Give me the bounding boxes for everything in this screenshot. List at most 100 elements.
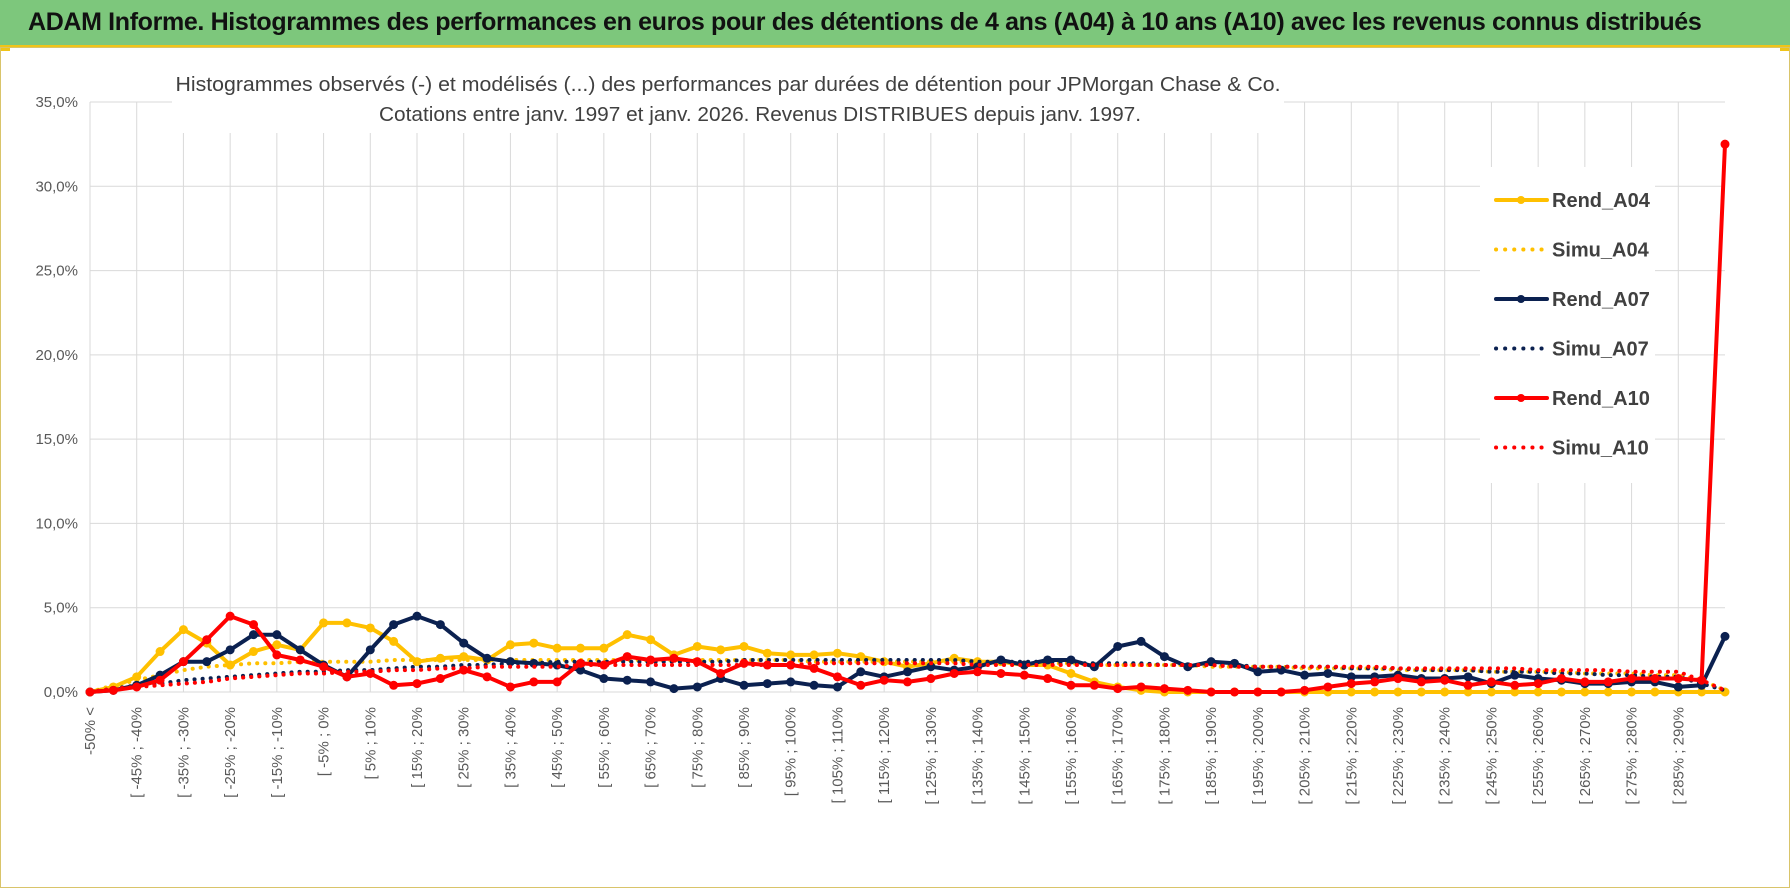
data-point [622, 675, 632, 685]
x-tick-label: [ 165% ; 170% [1110, 707, 1127, 805]
report-header-bar: ADAM Informe. Histogrammes des performan… [0, 0, 1790, 47]
x-tick-label: [ 175% ; 180% [1156, 707, 1173, 805]
data-point [342, 618, 352, 628]
data-point [1370, 677, 1380, 687]
data-point [155, 675, 165, 685]
data-point [646, 635, 656, 645]
x-tick-label: [ 285% ; 290% [1670, 707, 1687, 805]
data-point [903, 667, 912, 677]
corner-accent-left [0, 47, 10, 51]
data-point [1627, 674, 1637, 684]
data-point [739, 641, 749, 651]
data-point [1089, 680, 1099, 690]
legend-label: Simu_A07 [1552, 339, 1649, 361]
data-point [599, 643, 609, 653]
x-tick-label: [ 15% ; 20% [409, 707, 426, 788]
data-point [482, 653, 492, 663]
data-point [295, 645, 305, 655]
data-point [1580, 687, 1590, 697]
data-point [1463, 680, 1473, 690]
data-point [1416, 677, 1426, 687]
data-point [1136, 636, 1146, 646]
data-point [1276, 687, 1286, 697]
data-point [903, 677, 912, 687]
data-point [646, 677, 656, 687]
data-point [716, 645, 726, 655]
y-tick-label: 10,0% [35, 515, 78, 532]
data-point [1346, 679, 1356, 689]
plot-area [85, 139, 1730, 697]
data-point [646, 655, 656, 665]
data-point [1486, 677, 1496, 687]
legend-marker [1517, 196, 1525, 204]
x-tick-label: [ -25% ; -20% [222, 707, 239, 798]
data-point [1113, 684, 1123, 694]
y-tick-label: 25,0% [35, 263, 78, 280]
data-point [1253, 667, 1263, 677]
data-point [762, 648, 772, 658]
report-title: ADAM Informe. Histogrammes des performan… [28, 8, 1702, 36]
legend-label: Rend_A10 [1552, 388, 1650, 410]
x-tick-label: [ 65% ; 70% [643, 707, 660, 788]
data-point [879, 675, 889, 685]
data-point [202, 635, 212, 645]
x-tick-label: [ 25% ; 30% [456, 707, 473, 788]
data-point [1673, 682, 1683, 692]
legend-background [1480, 167, 1655, 483]
x-tick-label: [ 35% ; 40% [502, 707, 519, 788]
data-point [552, 643, 562, 653]
data-point [389, 636, 399, 646]
data-point [1533, 687, 1543, 697]
data-point [832, 682, 842, 692]
x-tick-label: [ 105% ; 110% [829, 707, 846, 803]
data-point [762, 679, 772, 689]
data-point [1323, 682, 1333, 692]
data-point [1393, 687, 1403, 697]
data-point [692, 682, 702, 692]
series-line-simu-a10 [88, 661, 1727, 694]
data-point [1486, 687, 1496, 697]
data-point [716, 668, 726, 678]
data-point [1066, 668, 1076, 678]
x-tick-label: [ 205% ; 210% [1297, 707, 1314, 805]
x-tick-label: [ 45% ; 50% [549, 707, 566, 788]
data-point [1230, 687, 1239, 697]
data-point [412, 611, 422, 621]
data-point [389, 680, 399, 690]
data-point [1300, 670, 1310, 680]
x-tick-label: [ 185% ; 190% [1203, 707, 1220, 805]
x-axis: -50% < [ -45% ; -40% [ -35% ; -30% [ -25% ;… [82, 707, 1687, 805]
data-point [1113, 641, 1123, 651]
data-point [669, 653, 679, 663]
legend-marker [1517, 394, 1525, 402]
data-point [1440, 687, 1450, 697]
data-point [249, 647, 258, 657]
data-point [1603, 687, 1613, 697]
data-point [1673, 674, 1683, 684]
x-tick-label: -50% < [82, 707, 99, 755]
legend-label: Simu_A10 [1552, 438, 1649, 460]
data-point [996, 668, 1006, 678]
data-point [272, 640, 282, 650]
data-point [272, 650, 282, 660]
data-point [1440, 675, 1450, 685]
data-point [1370, 687, 1380, 697]
x-tick-label: [ 145% ; 150% [1016, 707, 1033, 805]
x-tick-label: [ 155% ; 160% [1063, 707, 1080, 805]
x-tick-label: [ 95% ; 100% [783, 707, 800, 796]
data-point [1043, 674, 1053, 684]
data-point [1183, 685, 1193, 695]
x-tick-label: [ -15% ; -10% [269, 707, 286, 798]
data-point [739, 680, 749, 690]
data-point [856, 667, 866, 677]
x-tick-label: [ 55% ; 60% [596, 707, 613, 788]
data-point [973, 667, 983, 677]
data-point [319, 618, 329, 628]
data-point [389, 620, 399, 630]
x-tick-label: [ -5% ; 0% [316, 707, 333, 776]
data-point [342, 672, 352, 682]
x-tick-label: [ 75% ; 80% [689, 707, 706, 788]
y-tick-label: 0,0% [44, 684, 78, 701]
performance-histogram-chart: 0,0% 5,0% 10,0% 15,0% 20,0% 25,0% 30,0% 35,0% -… [35, 65, 1730, 805]
data-point [1557, 687, 1566, 697]
